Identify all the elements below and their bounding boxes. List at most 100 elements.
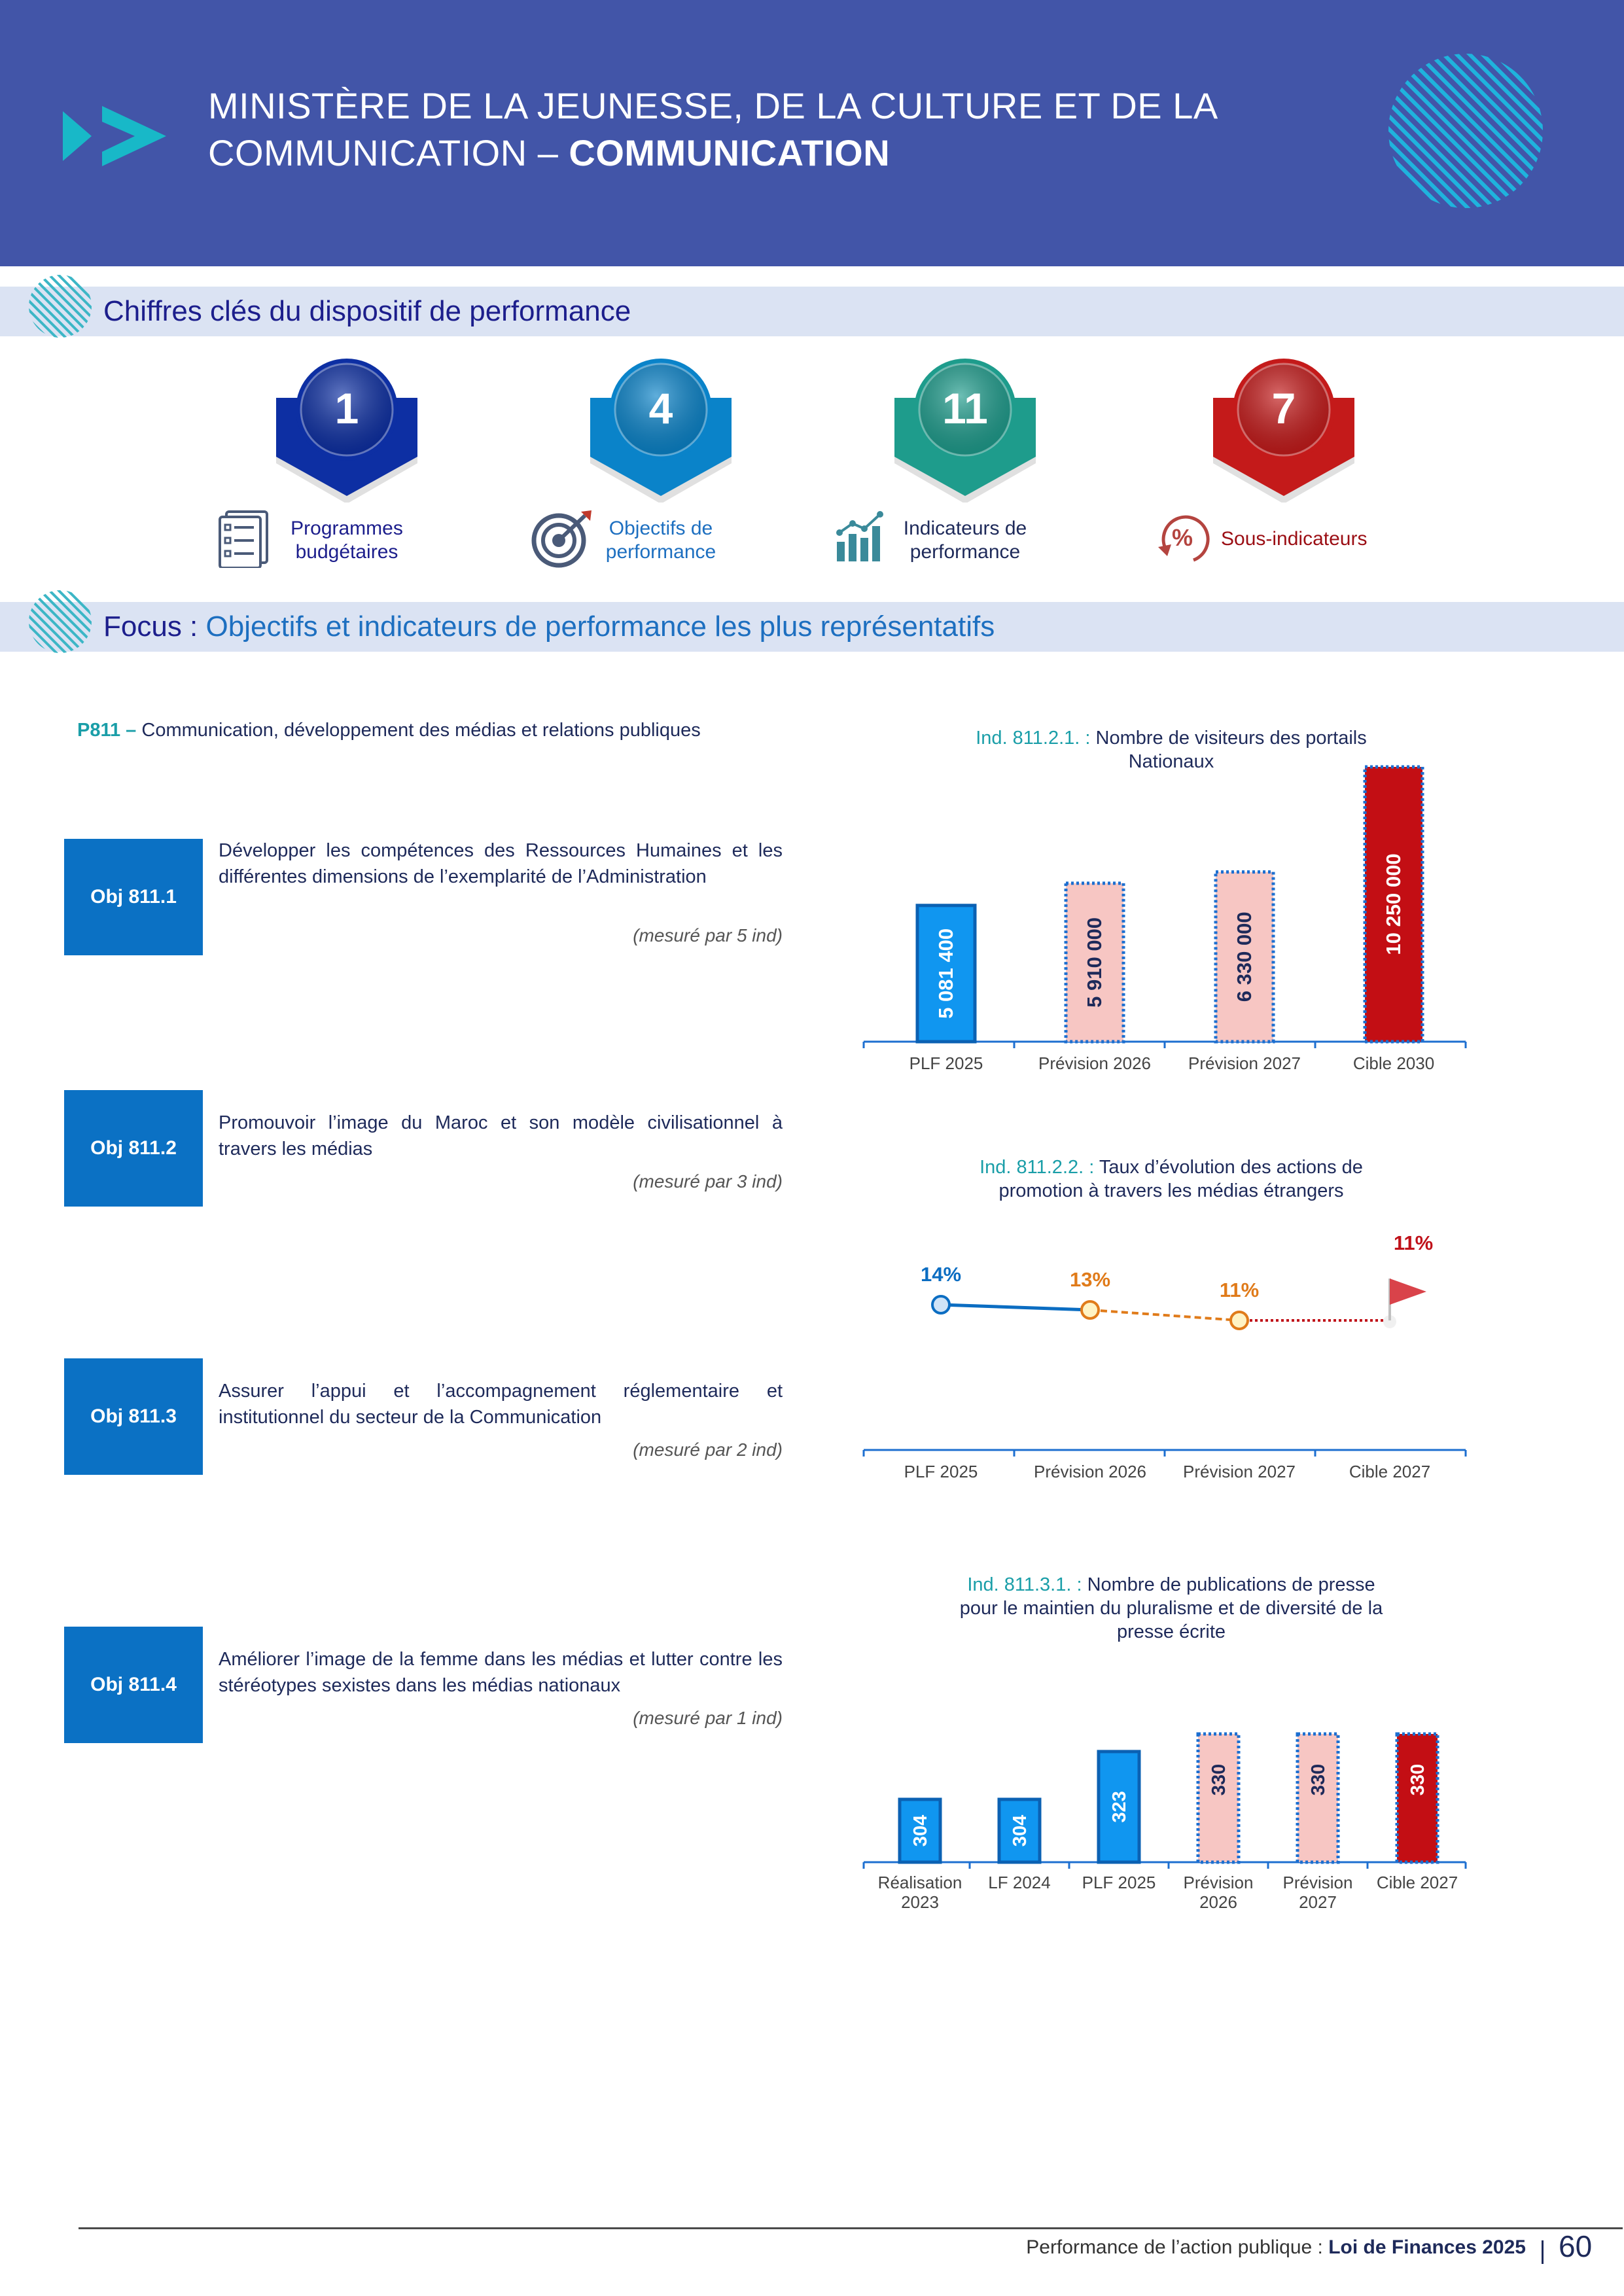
- footer-text: Performance de l’action publique : Loi d…: [1026, 2236, 1526, 2258]
- tick-label: Prévision 2026: [1034, 1462, 1146, 1481]
- hatched-circle-icon: [1388, 54, 1543, 208]
- key-figure-label-line: Sous-indicateurs: [1221, 528, 1368, 550]
- program-label: P811 – Communication, développement des …: [77, 720, 701, 741]
- key-figure-value: 1: [334, 384, 359, 433]
- chart-bar: [898, 1797, 942, 1864]
- chart-title: Ind. 811.3.1. : Nombre de publications d…: [959, 1574, 1383, 1642]
- badge-shape-icon: [590, 359, 732, 504]
- data-label: 5 910 000: [1083, 917, 1106, 1008]
- play-logo-icon: [63, 106, 166, 166]
- chart-title: Ind. 811.2.2. : Taux d’évolution des act…: [980, 1157, 1363, 1201]
- objective-text: Assurer l’appui et l’accompagnement régl…: [219, 1381, 783, 1428]
- page-number: 60: [1559, 2229, 1593, 2263]
- section-title: Focus : Objectifs et indicateurs de perf…: [103, 610, 995, 643]
- series-line: [1089, 1309, 1240, 1322]
- section-title: Chiffres clés du dispositif de performan…: [103, 295, 631, 327]
- objective-measure: (mesuré par 3 ind): [633, 1171, 783, 1192]
- data-label: 5 081 400: [934, 928, 957, 1019]
- target-flag-icon: [1390, 1279, 1426, 1305]
- data-label: 11%: [1394, 1231, 1433, 1254]
- data-label: 330: [1209, 1764, 1229, 1795]
- tick-label: Prévision 2027: [1183, 1462, 1296, 1481]
- objective-code: Obj 811.1: [64, 839, 203, 955]
- chart-bar: [915, 904, 977, 1044]
- badge-shape-icon: [894, 359, 1036, 504]
- objective-measure: (mesuré par 1 ind): [633, 1708, 783, 1728]
- bar-chart-icon: [834, 509, 889, 567]
- data-label: 13%: [1070, 1268, 1110, 1291]
- objective-text: Développer les compétences des Ressource…: [219, 840, 783, 887]
- chart-bar: [1214, 870, 1275, 1044]
- objective-measure: (mesuré par 5 ind): [633, 925, 783, 945]
- tick-label: 2027: [1299, 1892, 1337, 1912]
- chart-bar: [1363, 765, 1424, 1044]
- tick-label: Réalisation: [878, 1873, 962, 1892]
- page-header: MINISTÈRE DE LA JEUNESSE, DE LA CULTURE …: [0, 0, 1624, 266]
- data-label: 6 330 000: [1233, 911, 1256, 1002]
- hatched-circle-icon: [29, 590, 92, 653]
- tick-label: Cible 2030: [1353, 1053, 1434, 1073]
- tick-label: PLF 2025: [1082, 1873, 1156, 1892]
- data-label: 304: [1010, 1815, 1031, 1846]
- key-figure-label-line: Programmes: [291, 518, 403, 539]
- key-figure-badge: 7: [1212, 359, 1356, 504]
- chart-title: Ind. 811.2.1. : Nombre de visiteurs des …: [976, 728, 1367, 772]
- key-figure-label: Objectifs de performance: [582, 517, 739, 564]
- data-point: [1229, 1311, 1249, 1330]
- data-label: 304: [910, 1815, 931, 1846]
- tick-label: 2026: [1199, 1892, 1237, 1912]
- page-title: MINISTÈRE DE LA JEUNESSE, DE LA CULTURE …: [208, 85, 1218, 173]
- key-figure-label-line: performance: [909, 541, 1021, 563]
- documents-icon: [216, 509, 271, 571]
- key-figure-value: 11: [942, 384, 988, 433]
- objective-code: Obj 811.3: [64, 1358, 203, 1475]
- data-label: 330: [1308, 1764, 1329, 1795]
- tick-label: Prévision: [1184, 1873, 1254, 1892]
- svg-text:%: %: [1172, 524, 1193, 551]
- data-label: 14%: [921, 1263, 961, 1286]
- tick-label: 2023: [901, 1892, 939, 1912]
- target-icon: [530, 509, 595, 571]
- objective-code: Obj 811.2: [64, 1090, 203, 1207]
- key-figure-badge: 4: [589, 359, 733, 504]
- objective-text: Promouvoir l’image du Maroc et son modèl…: [219, 1112, 783, 1159]
- tick-label: Prévision: [1283, 1873, 1353, 1892]
- objective-measure: (mesuré par 2 ind): [633, 1439, 783, 1460]
- key-figure-value: 7: [1271, 384, 1296, 433]
- data-point: [1080, 1300, 1100, 1320]
- data-point: [931, 1295, 951, 1315]
- tick-label: Cible 2027: [1349, 1462, 1430, 1481]
- objective-text: Améliorer l’image de la femme dans les m…: [219, 1649, 783, 1696]
- chart-visitors-portals: 5 081 400 PLF 2025 5 910 000 Prévision 2026…: [862, 765, 1467, 1073]
- hatched-circle-icon: [29, 275, 92, 338]
- tick-label: Cible 2027: [1377, 1873, 1458, 1892]
- chart-bar: [1395, 1732, 1439, 1864]
- data-label: 11%: [1220, 1279, 1259, 1301]
- tick-label: PLF 2025: [904, 1462, 978, 1481]
- chart-promotion-rate: 14% PLF 2025 13% Prévision 2026 11% Prévision…: [862, 1231, 1467, 1481]
- chart-bar: [997, 1797, 1042, 1864]
- chart-bar: [1064, 881, 1125, 1044]
- chart-bar: [1196, 1732, 1241, 1864]
- key-figure-label-line: performance: [605, 541, 716, 563]
- data-label: 330: [1407, 1764, 1428, 1795]
- badge-shape-icon: [276, 359, 417, 504]
- key-figure-label-line: budgétaires: [295, 541, 398, 563]
- footer-rule: [79, 2227, 1623, 2229]
- key-figure-label-line: Objectifs de: [609, 518, 713, 539]
- key-figure-badge: 11: [893, 359, 1037, 504]
- key-figure-label: Indicateurs de performance: [887, 517, 1044, 564]
- key-figure-label-line: Indicateurs de: [903, 518, 1027, 539]
- footer-separator: [1542, 2240, 1544, 2264]
- key-figure-label: Sous-indicateurs: [1221, 527, 1456, 551]
- tick-label: PLF 2025: [909, 1053, 983, 1073]
- chart-bar: [1097, 1750, 1141, 1864]
- section-bar-key-figures: [0, 287, 1624, 336]
- tick-label: Prévision 2027: [1188, 1053, 1301, 1073]
- objective-code: Obj 811.4: [64, 1627, 203, 1743]
- section-bar-focus: [0, 602, 1624, 652]
- percent-cycle-icon: %: [1153, 509, 1212, 571]
- badge-shape-icon: [1213, 359, 1354, 504]
- key-figure-label: Programmes budgétaires: [268, 517, 425, 564]
